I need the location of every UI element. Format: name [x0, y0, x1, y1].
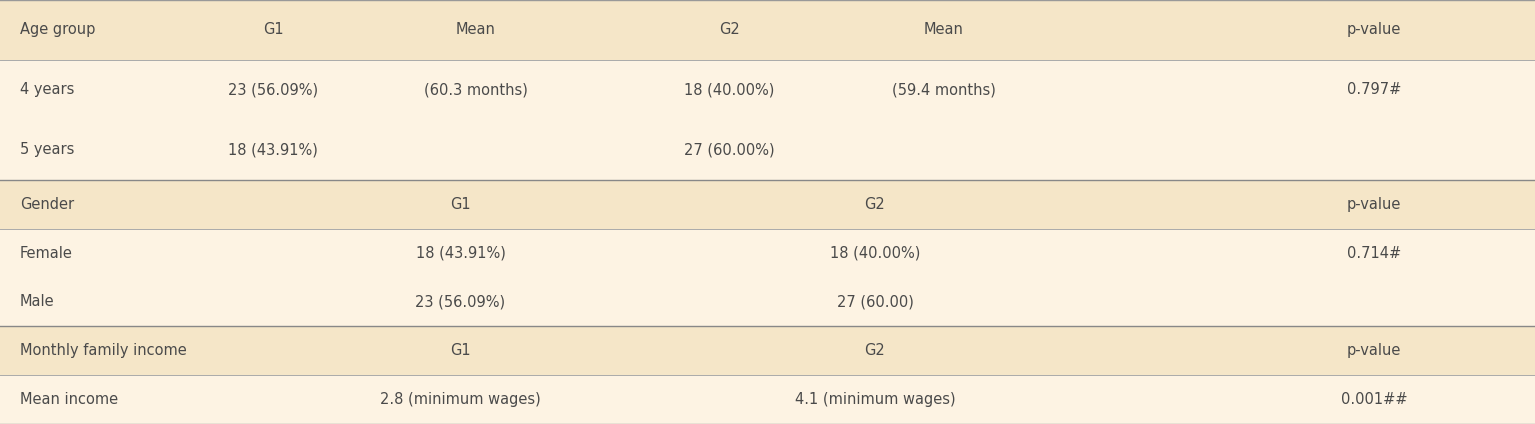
- Text: Monthly family income: Monthly family income: [20, 343, 187, 358]
- Text: Age group: Age group: [20, 22, 95, 37]
- Text: 18 (40.00%): 18 (40.00%): [830, 245, 919, 261]
- Text: G1: G1: [450, 197, 471, 212]
- Text: 18 (43.91%): 18 (43.91%): [229, 142, 318, 157]
- Text: 27 (60.00): 27 (60.00): [837, 294, 913, 310]
- Text: 5 years: 5 years: [20, 142, 74, 157]
- Text: Mean: Mean: [924, 22, 964, 37]
- Text: G2: G2: [718, 22, 740, 37]
- Text: G2: G2: [864, 197, 886, 212]
- Text: p-value: p-value: [1346, 197, 1401, 212]
- Text: (60.3 months): (60.3 months): [424, 82, 528, 98]
- Text: Mean: Mean: [456, 22, 496, 37]
- Text: 0.714#: 0.714#: [1346, 245, 1401, 261]
- Bar: [0, 180, 1535, 229]
- Text: 23 (56.09%): 23 (56.09%): [229, 82, 318, 98]
- Text: G2: G2: [864, 343, 886, 358]
- Text: Gender: Gender: [20, 197, 74, 212]
- Bar: [0, 0, 1535, 60]
- Text: 0.001##: 0.001##: [1340, 392, 1408, 407]
- Text: Female: Female: [20, 245, 72, 261]
- Bar: [0, 326, 1535, 375]
- Text: G1: G1: [262, 22, 284, 37]
- Text: Mean income: Mean income: [20, 392, 118, 407]
- Text: 4 years: 4 years: [20, 82, 74, 98]
- Text: 0.797#: 0.797#: [1346, 82, 1401, 98]
- Text: Male: Male: [20, 294, 55, 310]
- Text: 23 (56.09%): 23 (56.09%): [416, 294, 505, 310]
- Text: p-value: p-value: [1346, 343, 1401, 358]
- Text: 18 (40.00%): 18 (40.00%): [685, 82, 774, 98]
- Text: G1: G1: [450, 343, 471, 358]
- Text: 2.8 (minimum wages): 2.8 (minimum wages): [381, 392, 540, 407]
- Text: 27 (60.00%): 27 (60.00%): [683, 142, 775, 157]
- Text: (59.4 months): (59.4 months): [892, 82, 996, 98]
- Text: 18 (43.91%): 18 (43.91%): [416, 245, 505, 261]
- Text: 4.1 (minimum wages): 4.1 (minimum wages): [795, 392, 955, 407]
- Text: p-value: p-value: [1346, 22, 1401, 37]
